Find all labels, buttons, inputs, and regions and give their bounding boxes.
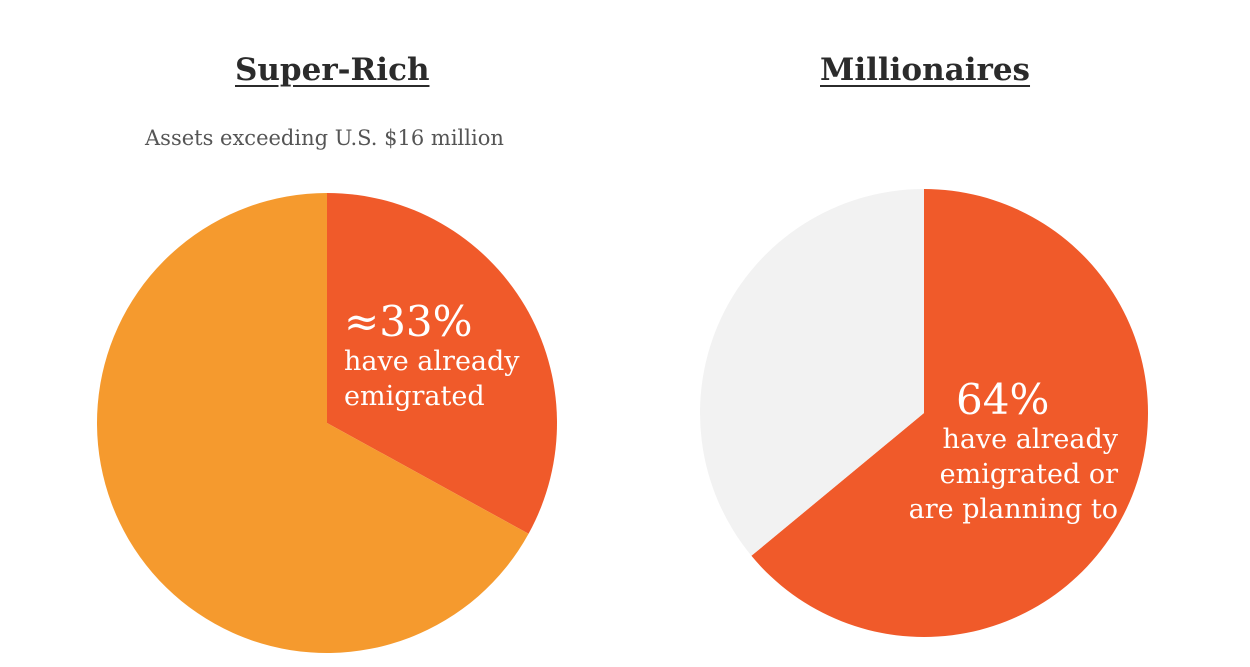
slice-emigrated-or-planning — [751, 189, 1149, 637]
slice-value-super-rich: ≈33% — [344, 297, 473, 346]
chart-subtitle-super-rich: Assets exceeding U.S. $16 million — [145, 126, 504, 150]
slice-text-line: are planning to — [908, 494, 1118, 525]
chart-title-super-rich: Super-Rich — [235, 52, 430, 88]
slice-text-line: have already — [942, 424, 1118, 455]
slice-text-line: emigrated or — [939, 459, 1118, 490]
chart-title-millionaires: Millionaires — [820, 52, 1031, 88]
slice-text-line: have already — [344, 346, 520, 377]
slice-remaining — [96, 193, 529, 654]
pie-super-rich — [96, 193, 557, 654]
slice-label-millionaires: 64% have already emigrated or are planni… — [888, 378, 1118, 527]
pie-millionaires — [700, 189, 1149, 637]
slice-already-emigrated — [327, 193, 557, 534]
slice-label-super-rich: ≈33% have already emigrated — [344, 300, 520, 414]
slice-remaining — [700, 189, 924, 556]
slice-text-line: emigrated — [344, 381, 485, 412]
slice-value-millionaires: 64% — [956, 375, 1050, 424]
